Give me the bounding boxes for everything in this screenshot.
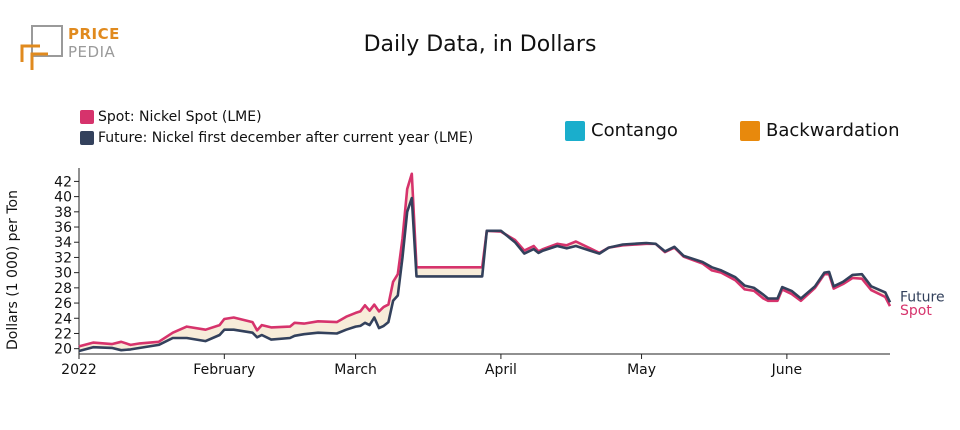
legend-swatch-backwardation <box>740 120 760 141</box>
legend-label-contango: Contango <box>591 120 678 141</box>
logo-mark-icon <box>20 25 63 70</box>
y-tick-label: 30 <box>54 266 72 282</box>
x-tick-label: 2022 <box>61 362 97 378</box>
y-tick-label: 32 <box>54 250 72 266</box>
y-tick-label: 28 <box>54 281 72 297</box>
end-label-spot: Spot <box>900 303 932 319</box>
y-axis-label: Dollars (1 000) per Ton <box>5 190 21 350</box>
legend-swatch-contango <box>565 120 585 141</box>
y-tick-label: 34 <box>54 235 72 251</box>
legend-swatch-spot <box>80 110 94 124</box>
x-tick-label: April <box>485 362 517 378</box>
y-tick-label: 36 <box>54 220 72 236</box>
y-tick-label: 42 <box>54 174 72 190</box>
x-tick-label: March <box>334 362 377 378</box>
y-tick-label: 22 <box>54 326 72 342</box>
legend-label-backwardation: Backwardation <box>766 120 900 141</box>
legend-item-backwardation[interactable]: Backwardation <box>740 120 899 141</box>
logo-text-price: PRICE <box>68 25 120 43</box>
chart-title: Daily Data, in Dollars <box>363 32 597 57</box>
legend-label-spot: Spot: Nickel Spot (LME) <box>98 109 262 125</box>
logo-text-pedia: PEDIA <box>68 43 116 61</box>
y-tick-label: 40 <box>54 190 72 206</box>
x-tick-label: May <box>627 362 656 378</box>
legend-item-spot[interactable]: Spot: Nickel Spot (LME) <box>80 109 262 125</box>
y-tick-label: 26 <box>54 296 72 312</box>
x-tick-label: February <box>193 362 255 378</box>
y-tick-label: 38 <box>54 205 72 221</box>
legend-item-future[interactable]: Future: Nickel first december after curr… <box>80 130 473 146</box>
series-line-future <box>78 196 892 353</box>
legend-swatch-future <box>80 131 94 145</box>
x-tick-label: June <box>771 362 803 378</box>
legend-item-contango[interactable]: Contango <box>565 120 678 141</box>
end-label-future: Future <box>900 289 945 305</box>
legend-label-future: Future: Nickel first december after curr… <box>98 130 474 146</box>
pricepedia-logo: PRICE PEDIA <box>18 22 128 74</box>
y-tick-label: 24 <box>54 311 72 327</box>
y-tick-label: 20 <box>54 342 72 358</box>
